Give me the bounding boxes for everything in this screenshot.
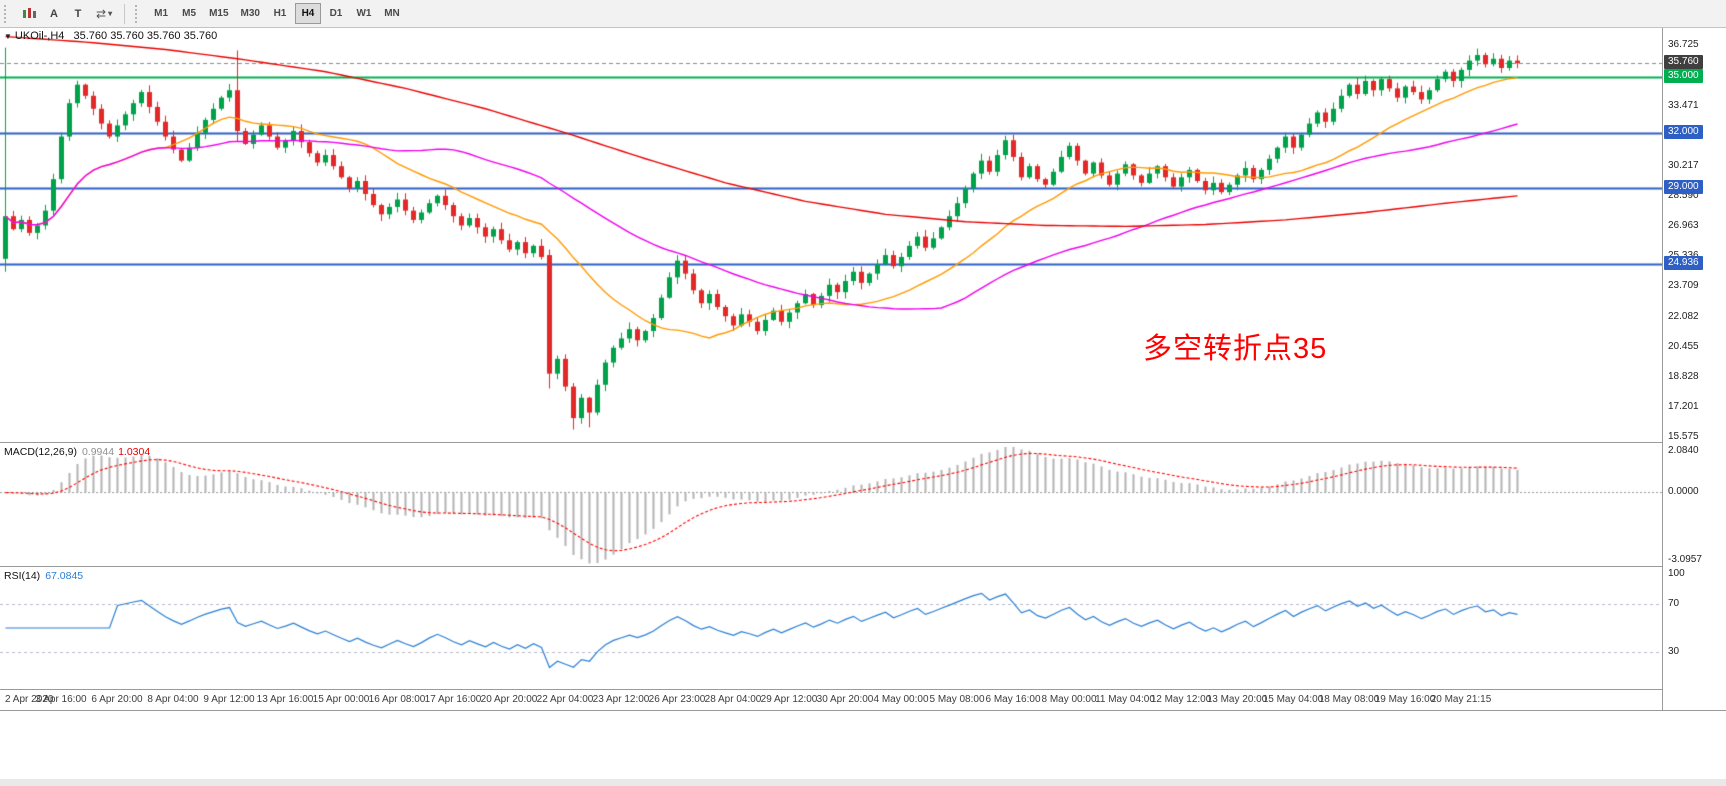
rsi-axis-30: 30 bbox=[1668, 646, 1680, 658]
cycle-icon: ⇄ bbox=[96, 6, 107, 21]
timeframe-group: M1 M5 M15 M30 H1 H4 D1 W1 MN bbox=[147, 3, 406, 24]
rsi-panel: RSI(14) 67.0845 bbox=[0, 566, 1662, 689]
macd-canvas[interactable] bbox=[0, 443, 1662, 566]
time-axis[interactable]: 2 Apr 2020 3 Apr 16:00 6 Apr 20:00 8 Apr 04… bbox=[0, 689, 1662, 711]
toolbar: A T ⇄ ▾ M1 M5 M15 M30 H1 H4 D1 W1 MN bbox=[0, 0, 1726, 28]
price-axis-label: 20.455 bbox=[1668, 340, 1699, 352]
time-axis-label: 20 Apr 20:00 bbox=[480, 694, 538, 705]
chevron-down-icon: ▾ bbox=[108, 9, 113, 18]
price-axis-label: 30.217 bbox=[1668, 159, 1699, 171]
bottom-bar bbox=[0, 779, 1726, 786]
rsi-name: RSI(14) bbox=[4, 570, 41, 582]
time-axis-label: 11 May 04:00 bbox=[1095, 694, 1155, 705]
time-axis-label: 15 Apr 00:00 bbox=[312, 694, 370, 705]
price-badge-32.000: 32.000 bbox=[1664, 124, 1703, 139]
time-axis-label: 8 Apr 04:00 bbox=[147, 694, 199, 705]
symbol-period-label: UKOil-,H4 bbox=[14, 30, 65, 42]
rsi-canvas[interactable] bbox=[0, 567, 1662, 689]
time-axis-label: 23 Apr 12:00 bbox=[592, 694, 650, 705]
timeframe-button-m5[interactable]: M5 bbox=[176, 3, 202, 24]
price-axis-label: 17.201 bbox=[1668, 400, 1699, 412]
price-panel: ▼ UKOil-,H4 35.760 35.760 35.760 35.760 多… bbox=[0, 28, 1662, 442]
chart-title: ▼ UKOil-,H4 35.760 35.760 35.760 35.760 bbox=[4, 30, 217, 42]
time-axis-label: 26 Apr 23:00 bbox=[648, 694, 706, 705]
symbols-cycle-button[interactable]: ⇄ ▾ bbox=[91, 3, 117, 24]
price-axis-label: 22.082 bbox=[1668, 310, 1699, 322]
macd-axis-max: 2.0840 bbox=[1668, 445, 1699, 456]
time-axis-label: 2 Apr 2020 bbox=[5, 694, 54, 705]
time-axis-label: 3 Apr 16:00 bbox=[35, 694, 87, 705]
time-axis-label: 18 May 08:00 bbox=[1318, 694, 1380, 705]
rsi-value: 67.0845 bbox=[45, 570, 84, 582]
time-axis-label: 30 Apr 20:00 bbox=[816, 694, 874, 705]
time-axis-label: 8 May 00:00 bbox=[1041, 694, 1097, 705]
price-chart-canvas[interactable] bbox=[0, 28, 1662, 442]
price-axis-label: 15.575 bbox=[1668, 431, 1699, 443]
time-axis-label: 5 May 08:00 bbox=[929, 694, 985, 705]
macd-axis-min: -3.0957 bbox=[1668, 554, 1702, 565]
chart-annotation-text: 多空转折点35 bbox=[1143, 333, 1328, 365]
price-axis-label: 23.709 bbox=[1668, 280, 1699, 292]
arrow-tool-button[interactable]: A bbox=[43, 3, 65, 24]
ohlc-values: 35.760 35.760 35.760 35.760 bbox=[73, 30, 218, 42]
price-axis-label: 28.590 bbox=[1668, 190, 1699, 201]
macd-panel: MACD(12,26,9) 0.9944 1.0304 bbox=[0, 442, 1662, 566]
price-badge-35.760: 35.760 bbox=[1664, 55, 1703, 70]
price-badge-35.000: 35.000 bbox=[1664, 69, 1703, 84]
toolbar-grip-2[interactable] bbox=[135, 4, 142, 23]
timeframe-button-h1[interactable]: H1 bbox=[267, 3, 293, 24]
macd-axis-zero: 0.0000 bbox=[1668, 486, 1699, 498]
timeframe-button-w1[interactable]: W1 bbox=[351, 3, 377, 24]
time-axis-label: 29 Apr 12:00 bbox=[760, 694, 818, 705]
time-axis-label: 9 Apr 12:00 bbox=[203, 694, 255, 705]
time-axis-label: 28 Apr 04:00 bbox=[704, 694, 762, 705]
timeframe-button-m1[interactable]: M1 bbox=[148, 3, 174, 24]
time-axis-label: 13 Apr 16:00 bbox=[256, 694, 314, 705]
time-axis-label: 20 May 21:15 bbox=[1430, 694, 1492, 705]
macd-name: MACD(12,26,9) bbox=[4, 446, 77, 458]
chart-window: ▼ UKOil-,H4 35.760 35.760 35.760 35.760 多… bbox=[0, 28, 1726, 711]
time-axis-label: 22 Apr 04:00 bbox=[536, 694, 594, 705]
rsi-label: RSI(14) 67.0845 bbox=[4, 570, 83, 582]
macd-signal-value: 1.0304 bbox=[118, 446, 151, 458]
rsi-axis-70: 70 bbox=[1668, 597, 1680, 609]
price-axis-label: 26.963 bbox=[1668, 220, 1699, 232]
price-badge-24.936: 24.936 bbox=[1664, 255, 1703, 270]
toolbar-grip[interactable] bbox=[4, 4, 11, 23]
time-axis-label: 17 Apr 16:00 bbox=[424, 694, 482, 705]
timeframe-button-m30[interactable]: M30 bbox=[236, 3, 265, 24]
timeframe-button-mn[interactable]: MN bbox=[379, 3, 405, 24]
time-axis-label: 19 May 16:00 bbox=[1374, 694, 1436, 705]
chart-type-button[interactable] bbox=[17, 3, 41, 24]
time-axis-label: 15 May 04:00 bbox=[1262, 694, 1324, 705]
price-axis-label: 18.828 bbox=[1668, 370, 1699, 382]
price-scale[interactable]: 36.72535.09833.47131.84430.21728.59026.9… bbox=[1662, 28, 1726, 710]
time-axis-label: 6 Apr 20:00 bbox=[91, 694, 143, 705]
macd-label: MACD(12,26,9) 0.9944 1.0304 bbox=[4, 446, 150, 458]
price-axis-label: 36.725 bbox=[1668, 39, 1699, 51]
price-axis-label: 33.471 bbox=[1668, 99, 1699, 111]
time-axis-label: 4 May 00:00 bbox=[873, 694, 929, 705]
macd-main-value: 0.9944 bbox=[81, 446, 115, 458]
time-axis-label: 16 Apr 08:00 bbox=[368, 694, 426, 705]
time-axis-label: 6 May 16:00 bbox=[985, 694, 1041, 705]
timeframe-button-m15[interactable]: M15 bbox=[204, 3, 233, 24]
timeframe-button-h4[interactable]: H4 bbox=[294, 3, 321, 24]
toolbar-separator bbox=[124, 3, 126, 24]
candlestick-chart-icon bbox=[22, 7, 36, 20]
rsi-axis-100: 100 bbox=[1668, 568, 1685, 579]
timeframe-button-d1[interactable]: D1 bbox=[323, 3, 349, 24]
time-axis-label: 12 May 12:00 bbox=[1150, 694, 1212, 705]
text-tool-button[interactable]: T bbox=[67, 3, 89, 24]
collapse-icon[interactable]: ▼ bbox=[4, 32, 12, 41]
price-badge-29.000: 29.000 bbox=[1664, 180, 1703, 195]
time-axis-label: 13 May 20:00 bbox=[1206, 694, 1268, 705]
